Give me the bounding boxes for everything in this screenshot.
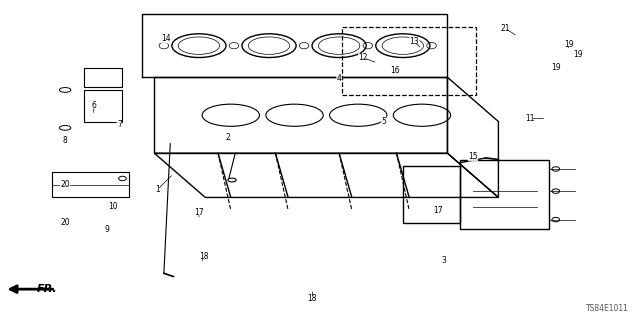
Text: 1: 1 (155, 185, 160, 194)
Bar (84, 68, 122, 87)
Text: 17: 17 (194, 208, 204, 217)
Text: 20: 20 (60, 180, 70, 189)
Text: 6: 6 (92, 101, 96, 110)
Text: 4: 4 (337, 74, 342, 83)
Text: 19: 19 (564, 40, 573, 48)
Text: 3: 3 (442, 256, 447, 265)
Text: 9: 9 (104, 225, 109, 234)
Text: 18: 18 (308, 294, 317, 303)
Text: 14: 14 (161, 34, 171, 43)
Text: 19: 19 (573, 50, 583, 59)
Text: 2: 2 (225, 133, 230, 142)
Text: 12: 12 (358, 53, 368, 62)
Text: 11: 11 (525, 114, 535, 123)
Text: FR.: FR. (36, 284, 57, 294)
Text: 20: 20 (60, 218, 70, 227)
Text: 21: 21 (500, 24, 509, 33)
Text: 19: 19 (551, 63, 561, 72)
Bar (84, 90, 122, 122)
Text: 8: 8 (63, 136, 67, 145)
Text: 5: 5 (381, 117, 386, 126)
Text: 17: 17 (433, 206, 443, 215)
Bar (342, 27, 476, 95)
Text: 16: 16 (390, 66, 400, 75)
Text: TS84E1011: TS84E1011 (586, 304, 629, 313)
Text: 10: 10 (108, 203, 118, 211)
Text: 15: 15 (468, 152, 477, 161)
Text: 7: 7 (117, 120, 122, 129)
Text: 18: 18 (199, 252, 209, 261)
Text: 13: 13 (410, 37, 419, 46)
Bar (460, 160, 549, 229)
